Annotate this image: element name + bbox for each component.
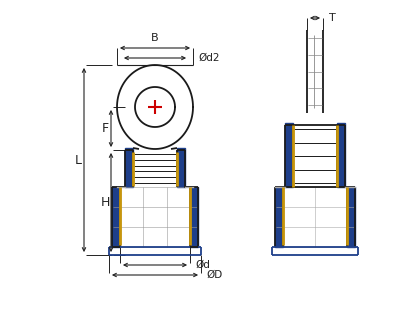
- Text: L: L: [74, 153, 82, 166]
- Text: F: F: [102, 122, 108, 135]
- Bar: [285, 123, 293, 187]
- Text: Ød2: Ød2: [198, 53, 220, 63]
- Bar: [275, 187, 283, 247]
- Bar: [177, 148, 185, 187]
- Text: T: T: [329, 13, 336, 23]
- Bar: [125, 148, 133, 187]
- Bar: [190, 187, 198, 247]
- Text: Ød: Ød: [195, 260, 210, 270]
- Text: B: B: [151, 33, 159, 43]
- Bar: [337, 123, 345, 187]
- Text: ØD: ØD: [206, 270, 222, 280]
- Bar: [347, 187, 355, 247]
- Bar: [112, 187, 120, 247]
- Text: H: H: [100, 196, 110, 209]
